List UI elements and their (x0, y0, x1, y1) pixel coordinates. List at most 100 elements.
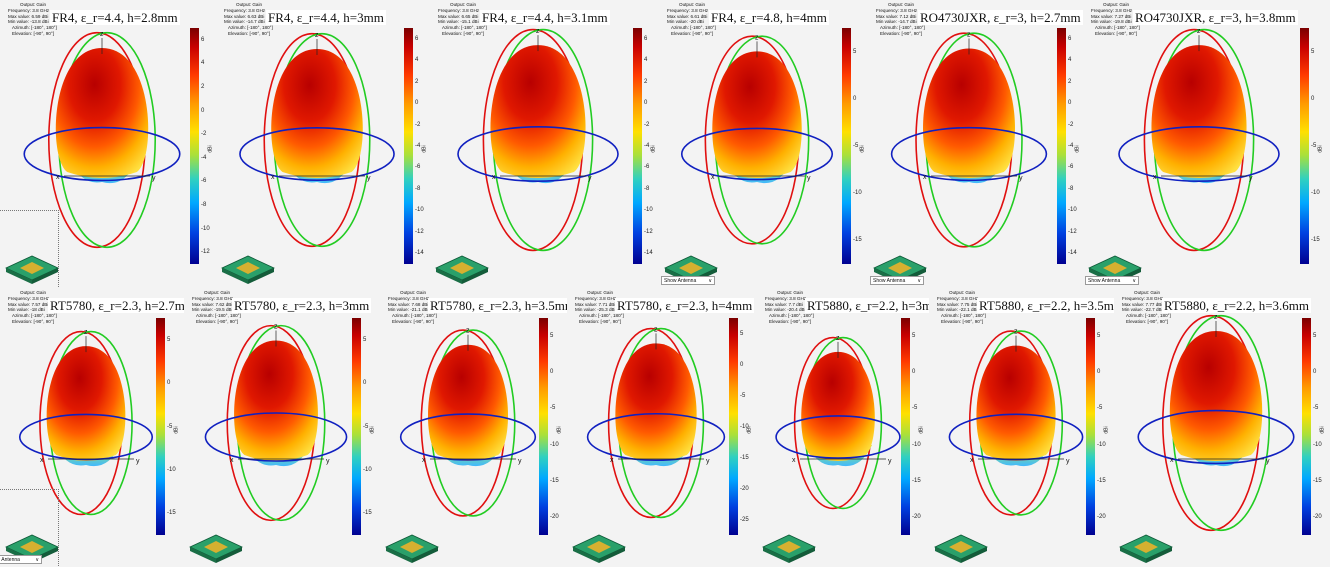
colorbar-tick-label: -8 (201, 202, 207, 208)
main-lobe (712, 51, 802, 178)
radiation-pattern-plot[interactable]: z x y (0, 0, 216, 288)
info-line: Max value: 6.63 dBi (224, 13, 265, 19)
info-line: Elevation: [-90°, 90°] (442, 30, 484, 36)
radiation-pattern-plot[interactable]: z x y (1114, 288, 1330, 567)
show-antenna-dropdown[interactable]: Show Antenna ∨ (1085, 276, 1139, 285)
colorbar-tick-label: 5 (1097, 333, 1101, 339)
info-line: Frequency: 3.8 GHz (876, 7, 918, 13)
radiation-pattern-plot[interactable]: z x y (380, 288, 567, 567)
radiation-pattern-plot[interactable]: z x y (430, 0, 659, 288)
colorbar-tick-label: -5 (1313, 405, 1319, 411)
colorbar (1057, 28, 1066, 264)
colorbar-tick-label: 2 (415, 79, 419, 85)
pattern-panel: Output: Gain Frequency: 3.8 GHz Max value:… (929, 288, 1114, 567)
colorbar-tick-label: -25 (740, 517, 749, 523)
info-line: Output: Gain (949, 290, 976, 295)
pattern-panel: Output: Gain Frequency: 3.8 GHz Max value:… (380, 288, 567, 567)
info-line: Min value: -13.8 dBi (8, 19, 49, 25)
colorbar-tick-label: 0 (201, 108, 205, 114)
radiation-pattern-plot[interactable]: z x y (216, 0, 430, 288)
info-line: Frequency: 3.8 GHz (765, 295, 807, 301)
show-antenna-dropdown[interactable]: Show Antenna ∨ (661, 276, 715, 285)
panel-title: RT5880, ε_r=2.2, h=3mm (805, 298, 929, 313)
info-line: Min value: -21.1 dBi (388, 307, 429, 313)
show-antenna-dropdown[interactable]: Show Antenna ∨ (870, 276, 924, 285)
panel-title: RT5780, ε_r=2.3, h=3mm (232, 298, 372, 313)
main-lobe (1169, 331, 1263, 461)
chevron-down-icon[interactable]: ∨ (708, 278, 712, 284)
radiation-pattern-plot[interactable]: z x y (567, 288, 757, 567)
info-line: Min value: -18 dBi (8, 307, 45, 313)
colorbar-tick-label: -5 (550, 405, 556, 411)
radiation-pattern-plot[interactable]: z x y (929, 288, 1114, 567)
radiation-pattern-plot[interactable]: z x y (757, 288, 929, 567)
colorbar-tick-label: -14 (415, 250, 424, 256)
axis-label-y: y (1249, 175, 1253, 182)
colorbar (190, 28, 199, 264)
info-line: Azimuth: [-180°, 180°] (880, 25, 925, 31)
colorbar-tick-label: -12 (415, 229, 424, 235)
info-line: Max value: 6.59 dBi (8, 13, 49, 19)
colorbar-tick-label: -10 (167, 467, 176, 473)
colorbar-ticks: 5 0 -5 -10 -15 (363, 318, 377, 535)
colorbar-tick-label: 4 (201, 60, 205, 66)
info-line: Frequency: 3.8 GHz (224, 7, 266, 13)
panel-title: FR4, ε_r=4.4, h=3.1mm (480, 10, 610, 25)
colorbar (156, 318, 165, 535)
colorbar-unit-label: dBi (556, 425, 563, 434)
info-line: Azimuth: [-180°, 180°] (579, 313, 624, 319)
colorbar-tick-label: 4 (415, 57, 419, 63)
main-lobe (490, 45, 586, 179)
colorbar-tick-label: 0 (1313, 369, 1317, 375)
info-line: Output: Gain (1103, 2, 1130, 7)
colorbar-tick-label: -10 (1097, 442, 1106, 448)
axis-label-z: z (836, 335, 840, 342)
antenna-thumbnail-icon (934, 534, 988, 563)
colorbar-tick-label: -10 (550, 442, 559, 448)
pattern-panel: Output: Gain Frequency: 3.8 GHz Max value:… (757, 288, 929, 567)
pattern-panel: Output: Gain Frequency: 3.8 GHz Max value:… (1114, 288, 1330, 567)
colorbar-ticks: 5 0 -5 -10 -15 -20 (1313, 318, 1327, 535)
radiation-pattern-plot[interactable]: z x y (1083, 0, 1330, 288)
antenna-thumbnail-icon (385, 534, 439, 563)
show-antenna-dropdown[interactable]: how Antenna ∨ (0, 555, 42, 564)
chevron-down-icon[interactable]: ∨ (35, 557, 39, 563)
colorbar-unit-label: dBi (1319, 425, 1326, 434)
main-lobe (801, 351, 875, 461)
colorbar-tick-label: 0 (363, 380, 367, 386)
radiation-pattern-plot[interactable]: z x y (184, 288, 380, 567)
info-line: Min value: -22.7 dBi (1122, 307, 1163, 313)
info-line: Elevation: [-90°, 90°] (392, 318, 434, 324)
colorbar-tick-label: -10 (912, 442, 921, 448)
chevron-down-icon[interactable]: ∨ (1132, 278, 1136, 284)
colorbar-tick-label: 2 (644, 79, 648, 85)
pattern-panel: Output: Gain Frequency: 3.8 GHz Max value:… (216, 0, 430, 288)
colorbar-tick-label: 0 (740, 362, 744, 368)
axis-label-x: x (422, 457, 426, 464)
colorbar-tick-label: -10 (1313, 442, 1322, 448)
colorbar-tick-label: 0 (644, 100, 648, 106)
pattern-panel: Output: Gain Frequency: 3.8 GHz Max value:… (659, 0, 868, 288)
colorbar-tick-label: -20 (740, 486, 749, 492)
axis-label-z: z (654, 326, 658, 333)
colorbar-tick-label: -5 (363, 424, 369, 430)
pattern-info: Output: Gain Frequency: 3.8 GHz Max value:… (573, 290, 624, 325)
radiation-pattern-plot[interactable]: z x y (659, 0, 868, 288)
antenna-thumbnail-icon (5, 255, 59, 284)
colorbar (633, 28, 642, 264)
radiation-pattern-plot[interactable]: z x y (868, 0, 1083, 288)
colorbar-tick-label: -5 (1097, 405, 1103, 411)
pattern-info: Output: Gain Frequency: 3.8 GHz Max value:… (190, 290, 241, 325)
pattern-info: Output: Gain Frequency: 3.8 GHz Max value:… (436, 2, 487, 37)
pattern-panel: Output: Gain Frequency: 3.8 GHz Max value:… (184, 288, 380, 567)
chevron-down-icon[interactable]: ∨ (917, 278, 921, 284)
radiation-pattern-plot[interactable]: z x y (0, 288, 184, 567)
antenna-thumbnail-icon (221, 255, 275, 284)
info-line: Min value: -19.5 dBi (192, 307, 233, 313)
colorbar-tick-label: 0 (415, 100, 419, 106)
info-line: Frequency: 3.8 GHz (8, 7, 50, 13)
colorbar-tick-label: -15 (1311, 237, 1320, 243)
antenna-thumbnail-icon (572, 534, 626, 563)
colorbar-tick-label: 5 (1313, 333, 1317, 339)
